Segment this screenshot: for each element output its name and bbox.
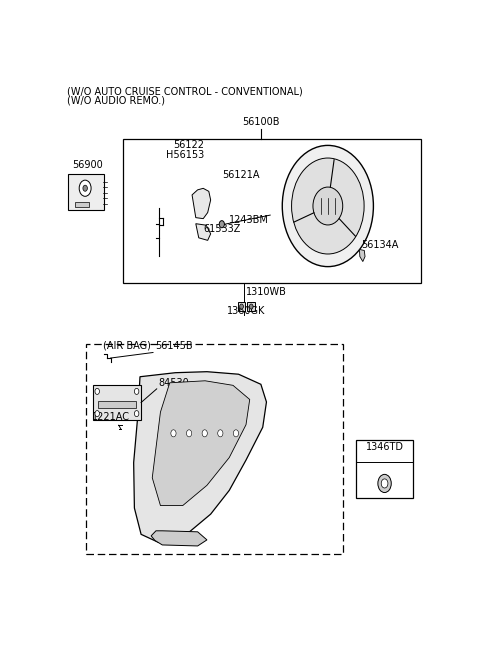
Text: 56134A: 56134A bbox=[361, 241, 399, 251]
Ellipse shape bbox=[313, 187, 343, 225]
Text: 1346TD: 1346TD bbox=[366, 442, 404, 452]
Circle shape bbox=[186, 430, 192, 437]
Bar bbox=[356, 440, 413, 498]
Text: 84530: 84530 bbox=[158, 378, 189, 388]
Circle shape bbox=[218, 430, 223, 437]
Text: 56121A: 56121A bbox=[222, 170, 259, 180]
Polygon shape bbox=[151, 531, 207, 546]
Bar bbox=[68, 174, 104, 210]
Bar bbox=[75, 202, 89, 207]
Ellipse shape bbox=[282, 146, 373, 266]
Text: 56900: 56900 bbox=[72, 159, 103, 170]
Text: (W/O AUTO CRUISE CONTROL - CONVENTIONAL): (W/O AUTO CRUISE CONTROL - CONVENTIONAL) bbox=[67, 87, 303, 96]
Text: 56145B: 56145B bbox=[155, 342, 192, 352]
Polygon shape bbox=[360, 249, 365, 262]
Circle shape bbox=[249, 304, 253, 309]
Polygon shape bbox=[196, 224, 211, 240]
Text: (W/O AUDIO REMO.): (W/O AUDIO REMO.) bbox=[67, 95, 166, 106]
Ellipse shape bbox=[291, 158, 364, 254]
Circle shape bbox=[134, 411, 139, 417]
Circle shape bbox=[240, 304, 243, 309]
Circle shape bbox=[83, 185, 87, 192]
Text: (AIR BAG): (AIR BAG) bbox=[103, 340, 151, 350]
Circle shape bbox=[171, 430, 176, 437]
Text: 56100B: 56100B bbox=[242, 117, 280, 127]
Circle shape bbox=[202, 430, 207, 437]
Text: 61533Z: 61533Z bbox=[203, 224, 240, 234]
Text: 1360GK: 1360GK bbox=[227, 306, 265, 316]
Text: 56122: 56122 bbox=[173, 140, 204, 150]
Bar bbox=[86, 344, 343, 554]
Bar bbox=[98, 401, 135, 407]
Circle shape bbox=[134, 388, 139, 394]
Polygon shape bbox=[192, 188, 211, 218]
Bar bbox=[123, 139, 421, 283]
Circle shape bbox=[95, 411, 99, 417]
Text: 1221AC: 1221AC bbox=[92, 412, 130, 422]
Circle shape bbox=[79, 180, 91, 196]
Text: H56153: H56153 bbox=[166, 150, 204, 159]
Polygon shape bbox=[152, 380, 250, 506]
Circle shape bbox=[219, 220, 225, 228]
Text: 1243BM: 1243BM bbox=[229, 215, 269, 225]
Polygon shape bbox=[133, 372, 266, 543]
Bar bbox=[248, 302, 255, 310]
Bar bbox=[93, 385, 141, 420]
Circle shape bbox=[233, 430, 239, 437]
Bar bbox=[238, 302, 245, 310]
Text: 1310WB: 1310WB bbox=[246, 287, 287, 297]
Circle shape bbox=[381, 479, 388, 488]
Circle shape bbox=[378, 474, 391, 493]
Circle shape bbox=[95, 388, 99, 394]
